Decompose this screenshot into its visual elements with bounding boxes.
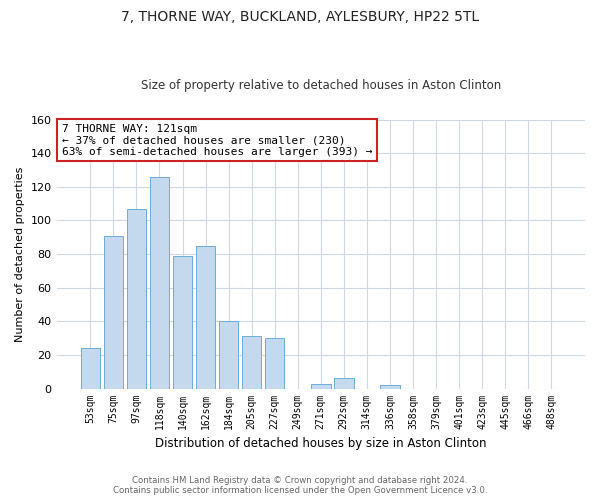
Bar (104, 236, 123, 388)
Bar (149, 176, 169, 388)
Bar (80, 348, 100, 389)
Bar (265, 338, 284, 388)
X-axis label: Distribution of detached houses by size in Aston Clinton: Distribution of detached houses by size … (155, 437, 487, 450)
Text: Contains HM Land Registry data © Crown copyright and database right 2024.
Contai: Contains HM Land Registry data © Crown c… (113, 476, 487, 495)
Bar (242, 336, 262, 388)
Bar (380, 385, 400, 388)
Bar (219, 322, 238, 388)
Y-axis label: Number of detached properties: Number of detached properties (15, 166, 25, 342)
Bar (334, 378, 353, 388)
Bar (127, 208, 146, 388)
Text: 7, THORNE WAY, BUCKLAND, AYLESBURY, HP22 5TL: 7, THORNE WAY, BUCKLAND, AYLESBURY, HP22… (121, 10, 479, 24)
Text: 7 THORNE WAY: 121sqm
← 37% of detached houses are smaller (230)
63% of semi-deta: 7 THORNE WAY: 121sqm ← 37% of detached h… (62, 124, 373, 157)
Bar (173, 256, 193, 388)
Bar (311, 384, 331, 388)
Title: Size of property relative to detached houses in Aston Clinton: Size of property relative to detached ho… (140, 79, 501, 92)
Bar (196, 246, 215, 388)
